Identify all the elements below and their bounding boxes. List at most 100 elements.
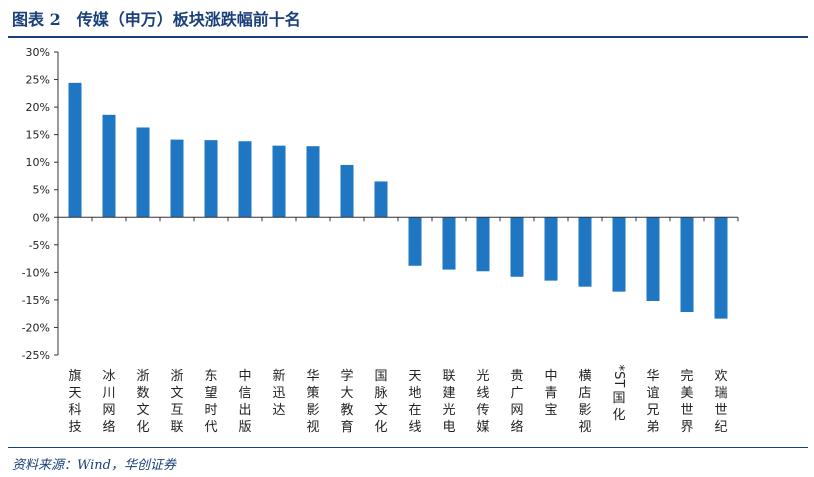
bar <box>238 141 252 218</box>
y-tick-label: -25% <box>22 349 50 362</box>
category-label-char: 完 <box>680 369 693 384</box>
axes-group <box>54 51 739 356</box>
category-label-char: 联 <box>170 420 183 435</box>
category-label-char: 视 <box>578 420 591 435</box>
category-label-char: 视 <box>306 420 319 435</box>
category-label-char: 地 <box>408 386 421 401</box>
category-label-char: 学 <box>340 368 353 384</box>
bar <box>170 139 184 218</box>
y-tick-label: -15% <box>22 294 50 307</box>
category-label-char: 界 <box>680 420 693 435</box>
category-label-char: 线 <box>408 420 421 435</box>
category-label-char: 弟 <box>646 420 659 435</box>
category-label-char: 出 <box>238 403 251 418</box>
category-label-char: 络 <box>510 419 523 435</box>
category-label-char: 中 <box>238 369 251 384</box>
y-tick-labels: 30% 25% 20% 15% 10% 5% 0% -5% -10% -15% -20% -25% <box>22 46 50 362</box>
category-label-part: *ST <box>611 365 626 388</box>
category-label-char: 代 <box>204 420 217 435</box>
category-label-char: 川 <box>102 386 115 401</box>
y-tick-label: 5% <box>33 184 50 197</box>
bars-group <box>68 82 728 319</box>
category-label-char: 天 <box>68 386 81 401</box>
category-label-char: 文 <box>136 403 149 418</box>
category-label-char: 天 <box>408 369 421 384</box>
y-tick-label: -10% <box>22 266 50 279</box>
category-label-char: 世 <box>680 403 693 418</box>
category-label-char: 华 <box>306 369 319 384</box>
category-label-char: 策 <box>306 385 319 401</box>
bar <box>544 217 558 281</box>
y-tick-label: 25% <box>26 74 50 87</box>
category-label-char: 横 <box>578 369 591 384</box>
chart-title: 图表 2 传媒（申万）板块涨跌幅前十名 <box>12 10 301 29</box>
bar <box>374 181 388 218</box>
category-label-char: 冰 <box>102 369 115 384</box>
category-label-char: 光 <box>476 369 489 384</box>
source-note: 资料来源：Wind，华创证券 <box>12 458 176 473</box>
bar <box>272 145 286 218</box>
y-tick-label: 30% <box>26 46 50 59</box>
category-label-char: 时 <box>204 403 217 418</box>
category-label-char: 媒 <box>476 420 489 435</box>
category-label-char: 瑞 <box>714 386 727 401</box>
category-label-char: 影 <box>306 403 319 418</box>
bar <box>646 217 660 302</box>
category-label-char: 化 <box>612 408 625 423</box>
category-label-char: 化 <box>136 420 149 435</box>
category-label-char: 华 <box>646 369 659 384</box>
category-label-char: 东 <box>204 369 217 384</box>
category-label-char: 联 <box>442 369 455 384</box>
bar <box>612 217 626 292</box>
bar <box>680 217 694 313</box>
source-divider <box>8 447 808 448</box>
category-label-char: 建 <box>442 386 455 401</box>
y-tick-label: -20% <box>22 321 50 334</box>
category-label-char: 版 <box>238 420 251 435</box>
category-label-char: 青 <box>544 386 557 401</box>
category-label-char: 达 <box>272 403 285 418</box>
y-tick-label: 20% <box>26 101 50 114</box>
category-label-char: 广 <box>510 386 523 401</box>
category-labels: 旗天科技冰川网络浙数文化浙文互联东望时代中信出版新迅达华策影视学大教育国脉文化天… <box>68 365 727 435</box>
y-tick-label: -5% <box>29 239 50 252</box>
category-label-char: 兄 <box>646 403 659 418</box>
category-label-char: 影 <box>578 403 591 418</box>
category-label-char: 国 <box>374 369 387 384</box>
category-label-char: 文 <box>170 386 183 401</box>
bar <box>204 140 218 218</box>
category-label-char: 技 <box>68 420 81 435</box>
bar <box>306 146 320 218</box>
bar <box>442 217 456 270</box>
category-label-char: 大 <box>340 386 353 401</box>
category-label: *ST 国化 <box>611 365 626 423</box>
y-tick-label: 15% <box>26 129 50 142</box>
category-label-char: 数 <box>136 386 149 401</box>
bar <box>408 217 422 266</box>
category-label-char: 网 <box>510 403 523 418</box>
bar <box>136 127 150 218</box>
category-label-char: 科 <box>68 403 81 418</box>
bar <box>510 217 524 277</box>
category-label-char: 信 <box>238 386 251 401</box>
category-label-char: 新 <box>272 368 285 384</box>
category-label-char: 线 <box>476 386 489 401</box>
category-label-char: 国 <box>612 391 625 406</box>
category-label: 中青宝 <box>544 369 557 418</box>
y-tick-label: 10% <box>26 156 50 169</box>
category-label-char: 互 <box>170 403 183 418</box>
category-label-char: 世 <box>714 403 727 418</box>
category-label-char: 贵 <box>510 369 523 384</box>
